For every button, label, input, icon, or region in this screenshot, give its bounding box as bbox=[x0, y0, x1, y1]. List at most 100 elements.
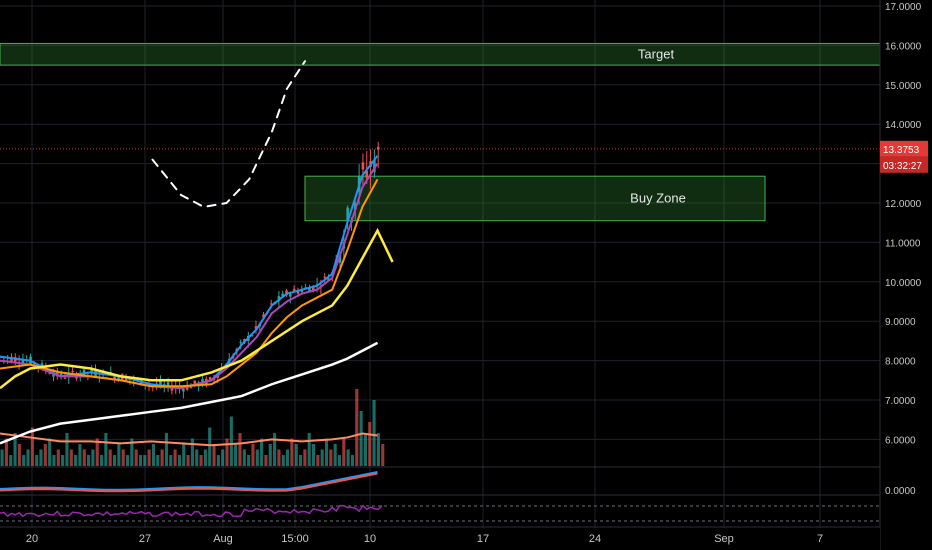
price-tick-label: 12.0000 bbox=[885, 199, 922, 210]
volume-bar bbox=[69, 449, 73, 466]
volume-bar bbox=[294, 444, 298, 466]
volume-bar bbox=[264, 455, 268, 466]
countdown-text: 03:32:27 bbox=[883, 161, 922, 172]
indicator-panes bbox=[0, 466, 932, 528]
price-axis[interactable]: 17.000016.000015.000014.000013.000012.00… bbox=[879, 0, 932, 550]
candle-body bbox=[63, 377, 67, 379]
volume-bar bbox=[286, 449, 290, 466]
volume-sma-line bbox=[0, 432, 378, 447]
time-axis[interactable]: 20 27 Aug 15:00 10 17 24 Sep 7 bbox=[0, 528, 880, 550]
time-tick-label: 17 bbox=[477, 533, 489, 545]
moving-average-line bbox=[0, 227, 394, 390]
volume-bar bbox=[333, 444, 337, 466]
candle-body bbox=[346, 207, 349, 221]
volume-bar bbox=[87, 455, 91, 466]
candle-body bbox=[338, 255, 342, 263]
target-zone bbox=[0, 42, 881, 66]
volume-bar bbox=[216, 455, 220, 466]
volume-bar bbox=[255, 449, 259, 466]
time-tick-label: 10 bbox=[364, 533, 376, 545]
volume-bar bbox=[203, 449, 207, 466]
price-tick-label: 17.0000 bbox=[885, 2, 922, 13]
volume-bar bbox=[242, 449, 246, 466]
time-tick-label: 15:00 bbox=[281, 533, 309, 545]
volume-bar bbox=[182, 444, 186, 466]
candle-body bbox=[117, 377, 120, 380]
volume-bar bbox=[376, 433, 380, 466]
volume-bar bbox=[337, 455, 342, 466]
volume-bar bbox=[186, 455, 190, 466]
candle-body bbox=[59, 373, 63, 377]
volume-bar bbox=[61, 455, 65, 466]
price-tick-label: 7.0000 bbox=[885, 396, 916, 407]
candle-body bbox=[277, 296, 281, 301]
candle-body bbox=[52, 373, 55, 377]
candle-body bbox=[289, 294, 292, 297]
volume-bar bbox=[112, 455, 117, 466]
last-price-text: 13.3753 bbox=[883, 145, 920, 156]
candle-body bbox=[166, 382, 170, 387]
time-tick-label: 27 bbox=[139, 533, 151, 545]
volume-bar bbox=[121, 449, 125, 466]
volume-bar bbox=[260, 438, 264, 466]
volume-bar bbox=[99, 455, 104, 466]
volume-bar bbox=[281, 455, 285, 466]
price-tick-label: 8.0000 bbox=[885, 357, 916, 368]
candle-body bbox=[48, 373, 51, 375]
volume-bar bbox=[225, 438, 229, 466]
volume-bar bbox=[134, 449, 138, 466]
price-tick-label: 16.0000 bbox=[885, 41, 922, 52]
price-axis-bg bbox=[880, 0, 932, 550]
candle-body bbox=[189, 385, 193, 389]
volume-bar bbox=[342, 438, 346, 466]
candle-body bbox=[262, 314, 265, 318]
candle-body bbox=[281, 293, 285, 298]
buy-zone-label: Buy Zone bbox=[630, 190, 686, 205]
candle-body bbox=[159, 381, 162, 386]
volume-bar bbox=[363, 433, 367, 466]
volume-bar bbox=[324, 438, 329, 466]
candle-body bbox=[361, 162, 365, 170]
volume-bar bbox=[268, 444, 272, 466]
volume-bar bbox=[381, 444, 385, 466]
projection-path bbox=[151, 60, 307, 208]
volume-bar bbox=[17, 444, 21, 466]
candle-body bbox=[90, 369, 93, 373]
volume-bar bbox=[156, 455, 160, 466]
volume-bar bbox=[303, 449, 307, 466]
volume-bar bbox=[160, 449, 164, 466]
volume-bar bbox=[251, 444, 255, 466]
volume-bar bbox=[151, 444, 156, 466]
volume-bars bbox=[0, 389, 385, 466]
indicator1-line-b bbox=[0, 472, 378, 493]
grid-lines bbox=[0, 0, 880, 530]
target-label: Target bbox=[638, 46, 675, 61]
volume-bar bbox=[108, 449, 112, 466]
volume-bar bbox=[82, 449, 86, 466]
volume-bar bbox=[329, 449, 333, 466]
volume-bar bbox=[39, 449, 43, 466]
volume-bar bbox=[173, 449, 177, 466]
volume-bar bbox=[221, 449, 225, 466]
moving-average-line bbox=[0, 341, 379, 445]
candle-body bbox=[376, 146, 380, 150]
candle-body bbox=[365, 170, 369, 178]
volume-bar bbox=[48, 438, 52, 466]
volume-bar bbox=[0, 449, 4, 466]
volume-bar bbox=[26, 449, 30, 466]
volume-bar bbox=[195, 449, 199, 466]
volume-bar bbox=[35, 455, 39, 466]
volume-bar bbox=[247, 455, 251, 466]
volume-bar bbox=[22, 455, 26, 466]
candle-body bbox=[208, 377, 212, 381]
candle-body bbox=[373, 159, 376, 173]
indicator1-zero-label: 0.0000 bbox=[885, 486, 916, 497]
volume-bar bbox=[346, 449, 350, 466]
volume-bar bbox=[164, 433, 169, 466]
volume-bar bbox=[65, 433, 69, 466]
volume-bar bbox=[177, 455, 181, 466]
buy-zone-zone bbox=[304, 175, 766, 222]
volume-bar bbox=[125, 455, 130, 466]
moving-average-line bbox=[0, 178, 379, 388]
